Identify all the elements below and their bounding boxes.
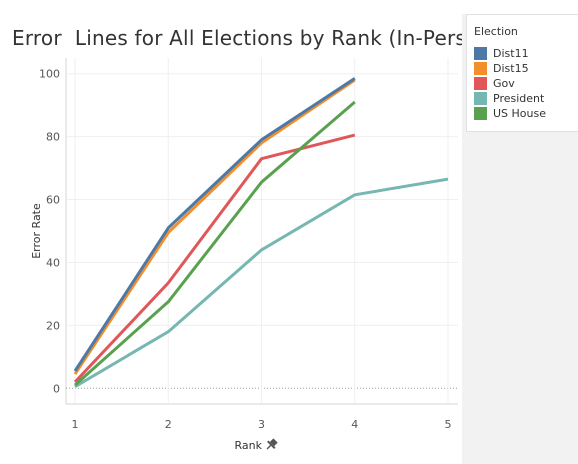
y-tick-label: 40 [46,256,60,269]
legend-item-us-house[interactable]: US House [474,106,546,120]
legend[interactable]: Election Dist11 Dist15 Gov President US Hous… [466,14,578,132]
legend-label: Dist11 [493,46,529,60]
legend-panel: Election Dist11 Dist15 Gov President US Hous… [462,14,578,464]
x-tick-label: 4 [351,418,358,431]
y-tick-label: 60 [46,194,60,207]
legend-swatch [474,76,487,90]
line-chart[interactable]: 0 20 40 60 80 100 1 2 3 4 5 Error Rate Rank [0,0,458,464]
x-tick-label: 3 [258,418,265,431]
legend-label: Gov [493,76,515,90]
legend-label: Dist15 [493,61,529,75]
y-tick-label: 80 [46,131,60,144]
series-line-dist11[interactable] [73,77,356,372]
legend-swatch [474,61,487,75]
legend-swatch [474,46,487,60]
legend-swatch [474,106,487,120]
x-tick-label: 5 [445,418,452,431]
legend-item-dist11[interactable]: Dist11 [474,46,529,60]
x-axis-label: Rank [235,439,263,452]
legend-swatch [474,91,487,105]
legend-item-president[interactable]: President [474,91,544,105]
y-tick-label: 100 [39,68,60,81]
pin-icon[interactable] [264,437,280,453]
x-tick-label: 1 [72,418,79,431]
series-line-gov[interactable] [73,133,356,384]
legend-title: Election [474,25,518,38]
x-tick-label: 2 [165,418,172,431]
legend-label: President [493,91,545,105]
y-axis-label: Error Rate [30,203,43,259]
chart-panel: Error Lines for All Elections by Rank (I… [0,0,500,464]
y-tick-label: 20 [46,319,60,332]
series-line-us-house[interactable] [74,100,356,387]
series-line-president[interactable] [74,177,449,388]
y-tick-label: 0 [53,382,60,395]
legend-item-dist15[interactable]: Dist15 [474,61,529,75]
legend-label: US House [493,106,547,120]
series-line-dist15[interactable] [73,78,356,375]
legend-item-gov[interactable]: Gov [474,76,515,90]
